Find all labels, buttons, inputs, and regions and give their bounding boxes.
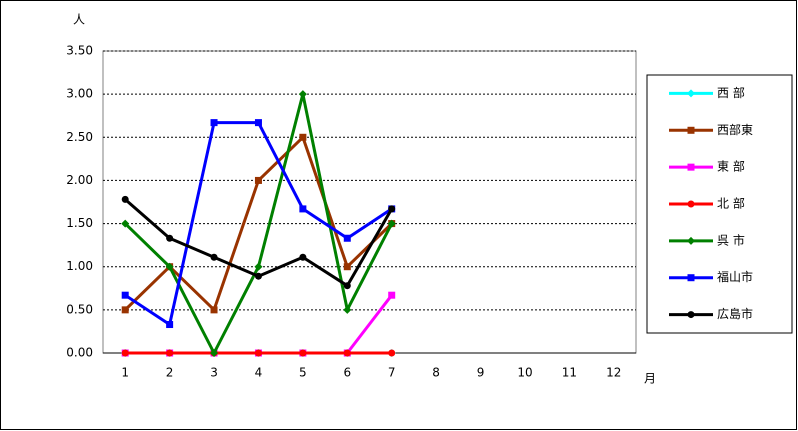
data-point	[388, 205, 396, 213]
x-tick-label: 5	[299, 366, 307, 380]
data-point	[166, 321, 174, 329]
x-tick-label: 6	[343, 366, 351, 380]
y-tick-label: 1.50	[66, 216, 93, 230]
data-point	[343, 234, 351, 242]
legend-label: 東 部	[717, 159, 745, 174]
legend-marker	[687, 311, 695, 319]
data-point	[299, 205, 307, 213]
x-tick-label: 7	[388, 366, 396, 380]
data-point	[254, 119, 262, 127]
legend-marker	[687, 274, 695, 282]
legend-marker	[687, 236, 695, 245]
x-tick-label: 4	[255, 366, 263, 380]
x-axis-label: 月	[644, 372, 656, 386]
data-point	[388, 291, 396, 299]
data-point	[210, 119, 218, 127]
legend-label: 広島市	[717, 306, 753, 321]
data-point	[254, 349, 262, 357]
x-tick-label: 3	[210, 366, 218, 380]
data-point	[166, 234, 174, 242]
x-tick-label: 11	[562, 366, 577, 380]
y-axis-label: 人	[73, 13, 85, 27]
y-tick-label: 3.00	[66, 87, 93, 101]
legend-label: 西部東	[717, 122, 753, 137]
x-tick-label: 12	[606, 366, 621, 380]
data-point	[254, 262, 263, 271]
data-point	[254, 176, 262, 184]
data-point	[121, 291, 129, 299]
y-tick-label: 2.00	[66, 173, 93, 187]
x-tick-label: 2	[166, 366, 174, 380]
data-point	[298, 90, 307, 99]
data-point	[166, 349, 174, 357]
data-point	[121, 349, 129, 357]
y-tick-label: 3.50	[66, 44, 93, 58]
data-point	[121, 195, 129, 203]
data-point	[299, 349, 307, 357]
data-point	[210, 349, 219, 357]
legend-marker	[687, 163, 695, 171]
legend-marker	[687, 200, 695, 208]
legend-marker	[687, 126, 695, 134]
legend-label: 呉 市	[717, 232, 745, 247]
data-point	[388, 349, 396, 357]
data-point	[121, 219, 130, 228]
legend-label: 福山市	[717, 269, 753, 284]
y-tick-label: 2.50	[66, 130, 93, 144]
data-point	[254, 272, 262, 280]
data-point	[343, 305, 352, 314]
data-point	[299, 253, 307, 261]
x-tick-label: 1	[121, 366, 129, 380]
y-tick-label: 0.50	[66, 302, 93, 316]
data-point	[165, 262, 174, 271]
data-point	[210, 306, 218, 314]
data-point	[210, 253, 218, 261]
y-tick-label: 0.00	[66, 346, 93, 360]
data-point	[299, 133, 307, 141]
legend-label: 西 部	[717, 85, 745, 100]
x-tick-label: 8	[432, 366, 440, 380]
x-tick-label: 10	[517, 366, 532, 380]
legend-label: 北 部	[717, 196, 745, 211]
x-tick-label: 9	[477, 366, 485, 380]
data-point	[121, 306, 129, 314]
data-point	[343, 349, 351, 357]
plot-area	[102, 50, 637, 354]
y-tick-label: 1.00	[66, 259, 93, 273]
data-point	[343, 263, 351, 271]
legend-marker	[687, 89, 695, 98]
data-point	[387, 219, 396, 228]
data-point	[343, 282, 351, 290]
